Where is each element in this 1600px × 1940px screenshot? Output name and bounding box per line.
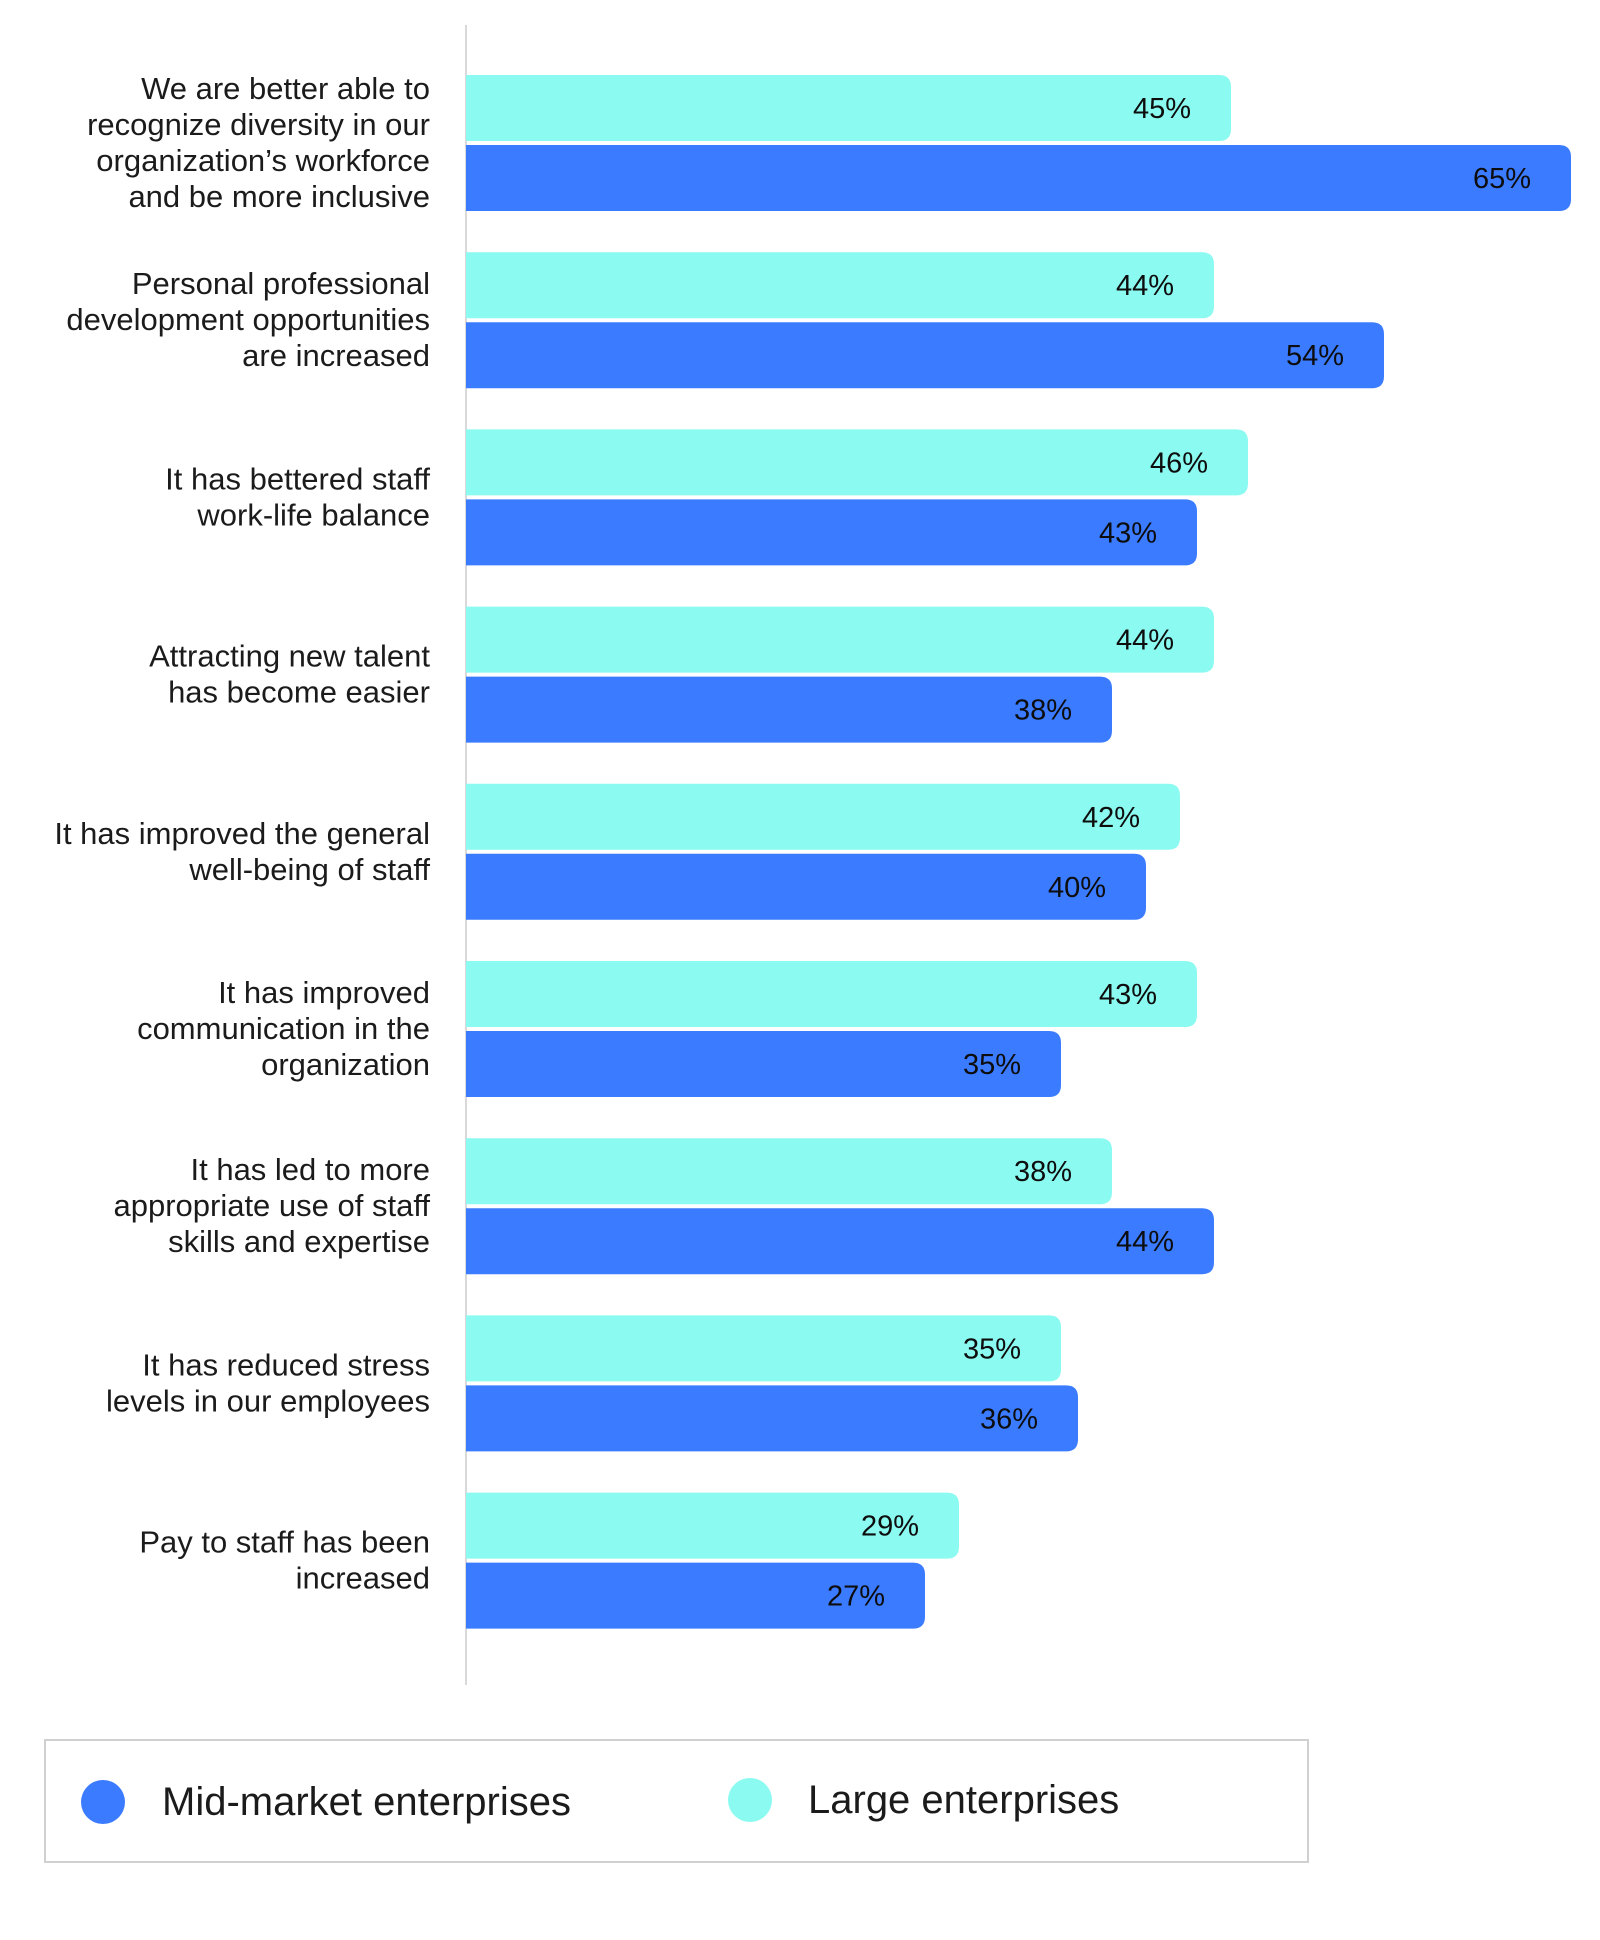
value-label-mid-market-1: 65%	[1473, 163, 1531, 195]
category-label-line: increased	[296, 1561, 430, 1596]
category-label-7: It has led to more appropriate use of sta…	[113, 1152, 430, 1259]
bar-mid-market-9	[466, 1562, 925, 1629]
value-label-large-3: 46%	[1150, 447, 1208, 479]
legend-box	[44, 1739, 1309, 1863]
category-label-5: It has improved the general well-being of…	[54, 816, 430, 887]
bar-mid-market-6	[466, 1031, 1061, 1097]
legend-swatch-mid-market	[81, 1780, 125, 1824]
bar-mid-market-1	[466, 145, 1571, 211]
value-label-large-2: 44%	[1116, 270, 1174, 302]
bar-mid-market-5	[466, 853, 1146, 920]
legend: Mid-market enterprises Large enterprises	[44, 1739, 1309, 1863]
category-label-line: has become easier	[168, 675, 430, 710]
category-label-line: and be more inclusive	[128, 179, 430, 214]
category-label-line: It has bettered staff	[165, 461, 430, 496]
bar-mid-market-8	[466, 1385, 1078, 1452]
category-label-line: Personal professional	[132, 266, 430, 301]
bars-layer: 45% 65% 44% 54% 46% 43% 44% 38% 42% 40% 43% 35% 38% 4…	[466, 75, 1571, 1629]
category-label-line: Attracting new talent	[149, 639, 430, 674]
value-label-mid-market-3: 43%	[1099, 517, 1157, 549]
bar-large-7	[466, 1138, 1112, 1205]
category-label-line: appropriate use of staff	[113, 1188, 430, 1223]
bar-large-1	[466, 75, 1231, 141]
category-label-8: It has reduced stress levels in our emplo…	[106, 1347, 430, 1418]
category-label-line: recognize diversity in our	[87, 107, 430, 142]
category-label-1: We are better able to recognize diversity…	[87, 71, 430, 214]
bar-large-9	[466, 1492, 959, 1559]
category-labels: We are better able to recognize diversity…	[54, 71, 430, 1596]
category-label-line: are increased	[242, 338, 430, 373]
category-label-line: It has improved	[218, 975, 430, 1010]
bar-large-3	[466, 429, 1248, 496]
category-label-line: It has reduced stress	[142, 1347, 430, 1382]
value-label-mid-market-4: 38%	[1014, 695, 1072, 727]
category-label-line: organization’s workforce	[96, 143, 430, 178]
category-label-line: well-being of staff	[188, 852, 430, 887]
value-label-large-8: 35%	[963, 1333, 1021, 1365]
category-label-line: skills and expertise	[168, 1224, 430, 1259]
category-label-4: Attracting new talent has become easier	[149, 639, 430, 710]
value-label-large-4: 44%	[1116, 625, 1174, 657]
value-label-large-9: 29%	[861, 1511, 919, 1543]
value-label-mid-market-5: 40%	[1048, 872, 1106, 904]
value-label-mid-market-6: 35%	[963, 1049, 1021, 1081]
bar-mid-market-4	[466, 676, 1112, 743]
value-label-large-1: 45%	[1133, 93, 1191, 125]
bar-large-5	[466, 783, 1180, 850]
legend-label-large: Large enterprises	[808, 1778, 1119, 1822]
category-label-line: levels in our employees	[106, 1383, 430, 1418]
category-label-line: development opportunities	[66, 302, 430, 337]
category-label-line: Pay to staff has been	[139, 1525, 430, 1560]
category-label-line: work-life balance	[196, 497, 430, 532]
bar-mid-market-2	[466, 322, 1384, 389]
category-label-6: It has improved communication in the organ…	[137, 975, 430, 1082]
bar-large-6	[466, 961, 1197, 1027]
value-label-large-7: 38%	[1014, 1156, 1072, 1188]
bar-large-8	[466, 1315, 1061, 1382]
category-label-line: organization	[261, 1047, 430, 1082]
category-label-3: It has bettered staff work-life balance	[165, 461, 430, 532]
bar-large-2	[466, 252, 1214, 319]
value-label-large-6: 43%	[1099, 979, 1157, 1011]
legend-swatch-large	[728, 1778, 772, 1822]
bar-mid-market-7	[466, 1208, 1214, 1275]
value-label-mid-market-7: 44%	[1116, 1226, 1174, 1258]
bar-mid-market-3	[466, 499, 1197, 566]
value-label-mid-market-2: 54%	[1286, 340, 1344, 372]
legend-label-mid-market: Mid-market enterprises	[162, 1780, 571, 1824]
bar-large-4	[466, 606, 1214, 673]
category-label-line: It has improved the general	[54, 816, 430, 851]
category-label-line: communication in the	[137, 1011, 430, 1046]
value-label-mid-market-9: 27%	[827, 1581, 885, 1613]
value-label-large-5: 42%	[1082, 802, 1140, 834]
category-label-2: Personal professional development opportu…	[66, 266, 430, 373]
category-label-9: Pay to staff has been increased	[139, 1525, 430, 1596]
value-label-mid-market-8: 36%	[980, 1403, 1038, 1435]
category-label-line: We are better able to	[141, 71, 430, 106]
category-label-line: It has led to more	[190, 1152, 430, 1187]
